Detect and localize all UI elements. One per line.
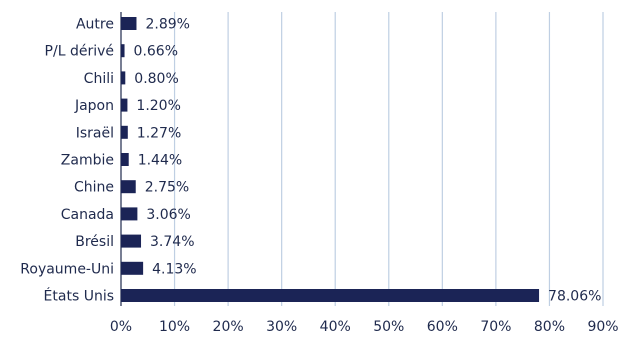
- category-label: Autre: [76, 17, 114, 33]
- data-label: 2.89%: [145, 17, 189, 33]
- x-tick-label: 50%: [373, 319, 404, 335]
- data-label: 0.80%: [134, 71, 178, 87]
- data-label: 0.66%: [134, 44, 178, 60]
- bar: [121, 289, 540, 302]
- bars: [121, 17, 540, 302]
- category-label: Israël: [76, 125, 114, 141]
- x-tick-label: 0%: [110, 319, 132, 335]
- data-label: 2.75%: [145, 180, 189, 196]
- category-label: Zambie: [61, 153, 114, 169]
- bar: [121, 180, 136, 194]
- x-tick-label: 10%: [159, 319, 190, 335]
- x-tick-label: 80%: [534, 319, 565, 335]
- bar: [121, 234, 142, 248]
- data-label: 3.74%: [150, 234, 194, 250]
- bar: [121, 44, 125, 58]
- x-tick-label: 70%: [480, 319, 511, 335]
- data-label: 1.20%: [136, 98, 180, 114]
- category-label: P/L dérivé: [45, 44, 114, 60]
- x-tick-label: 20%: [213, 319, 244, 335]
- category-label: Japon: [74, 98, 114, 114]
- x-tick-label: 60%: [427, 319, 458, 335]
- bar: [121, 153, 129, 166]
- category-label: Chili: [84, 71, 114, 87]
- data-label: 4.13%: [152, 261, 196, 277]
- x-tick-label: 30%: [266, 319, 297, 335]
- bar: [121, 207, 138, 221]
- data-label: 1.44%: [138, 153, 182, 169]
- bar: [121, 17, 137, 30]
- data-label: 3.06%: [146, 207, 190, 223]
- grid-lines: [120, 12, 604, 306]
- category-label: Chine: [74, 180, 114, 196]
- bar: [121, 125, 128, 139]
- data-label: 1.27%: [137, 125, 181, 141]
- category-label: Canada: [61, 207, 114, 223]
- x-tick-label: 90%: [587, 319, 618, 335]
- data-label: 78.06%: [548, 289, 601, 305]
- x-tick-label: 40%: [320, 319, 351, 335]
- bar: [121, 261, 144, 275]
- category-label: États Unis: [44, 288, 114, 305]
- labels: 0% 10% 20% 30% 40% 50% 60% 70% 80% 90% Autre 2.89% P…: [20, 17, 618, 336]
- bar: [121, 98, 128, 112]
- category-label: Brésil: [75, 234, 114, 250]
- category-label: Royaume-Uni: [20, 261, 114, 277]
- bar: [121, 71, 126, 85]
